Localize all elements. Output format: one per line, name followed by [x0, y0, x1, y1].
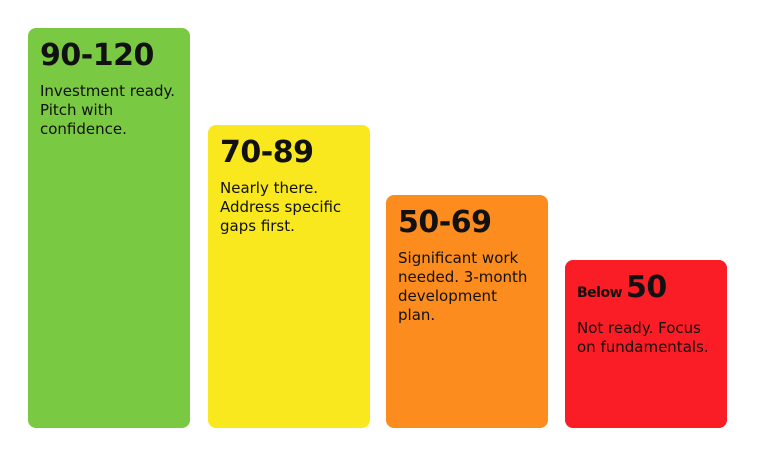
description-line: Significant work	[398, 249, 519, 267]
description-line: Address specific	[220, 198, 342, 216]
description-line: confidence.	[40, 120, 127, 138]
card-prefix: Below	[577, 285, 623, 301]
score-card: Below 50 Not ready. Focus on fundamentals…	[565, 260, 727, 428]
card-range: Below 50	[577, 270, 715, 311]
description-line: on fundamentals.	[577, 338, 709, 356]
card-description: Significant work needed. 3-month develop…	[398, 249, 536, 325]
score-card: 50-69 Significant work needed. 3-month d…	[386, 195, 548, 428]
card-description: Not ready. Focus on fundamentals.	[577, 319, 715, 357]
description-line: needed. 3-month	[398, 268, 528, 286]
description-line: Nearly there.	[220, 179, 319, 197]
card-range: 90-120	[40, 38, 154, 73]
description-line: Not ready. Focus	[577, 319, 701, 337]
description-line: Investment ready.	[40, 82, 176, 100]
score-card: 70-89 Nearly there. Address specific gap…	[208, 125, 370, 428]
description-line: plan.	[398, 306, 436, 324]
description-line: Pitch with	[40, 101, 114, 119]
card-range: 70-89	[220, 135, 314, 170]
card-range: 50-69	[398, 205, 492, 240]
score-card: 90-120 Investment ready. Pitch with conf…	[28, 28, 190, 428]
description-line: gaps first.	[220, 217, 295, 235]
description-line: development	[398, 287, 497, 305]
card-description: Nearly there. Address specific gaps firs…	[220, 179, 358, 236]
card-description: Investment ready. Pitch with confidence.	[40, 82, 178, 139]
card-range-value: 50	[626, 270, 667, 305]
